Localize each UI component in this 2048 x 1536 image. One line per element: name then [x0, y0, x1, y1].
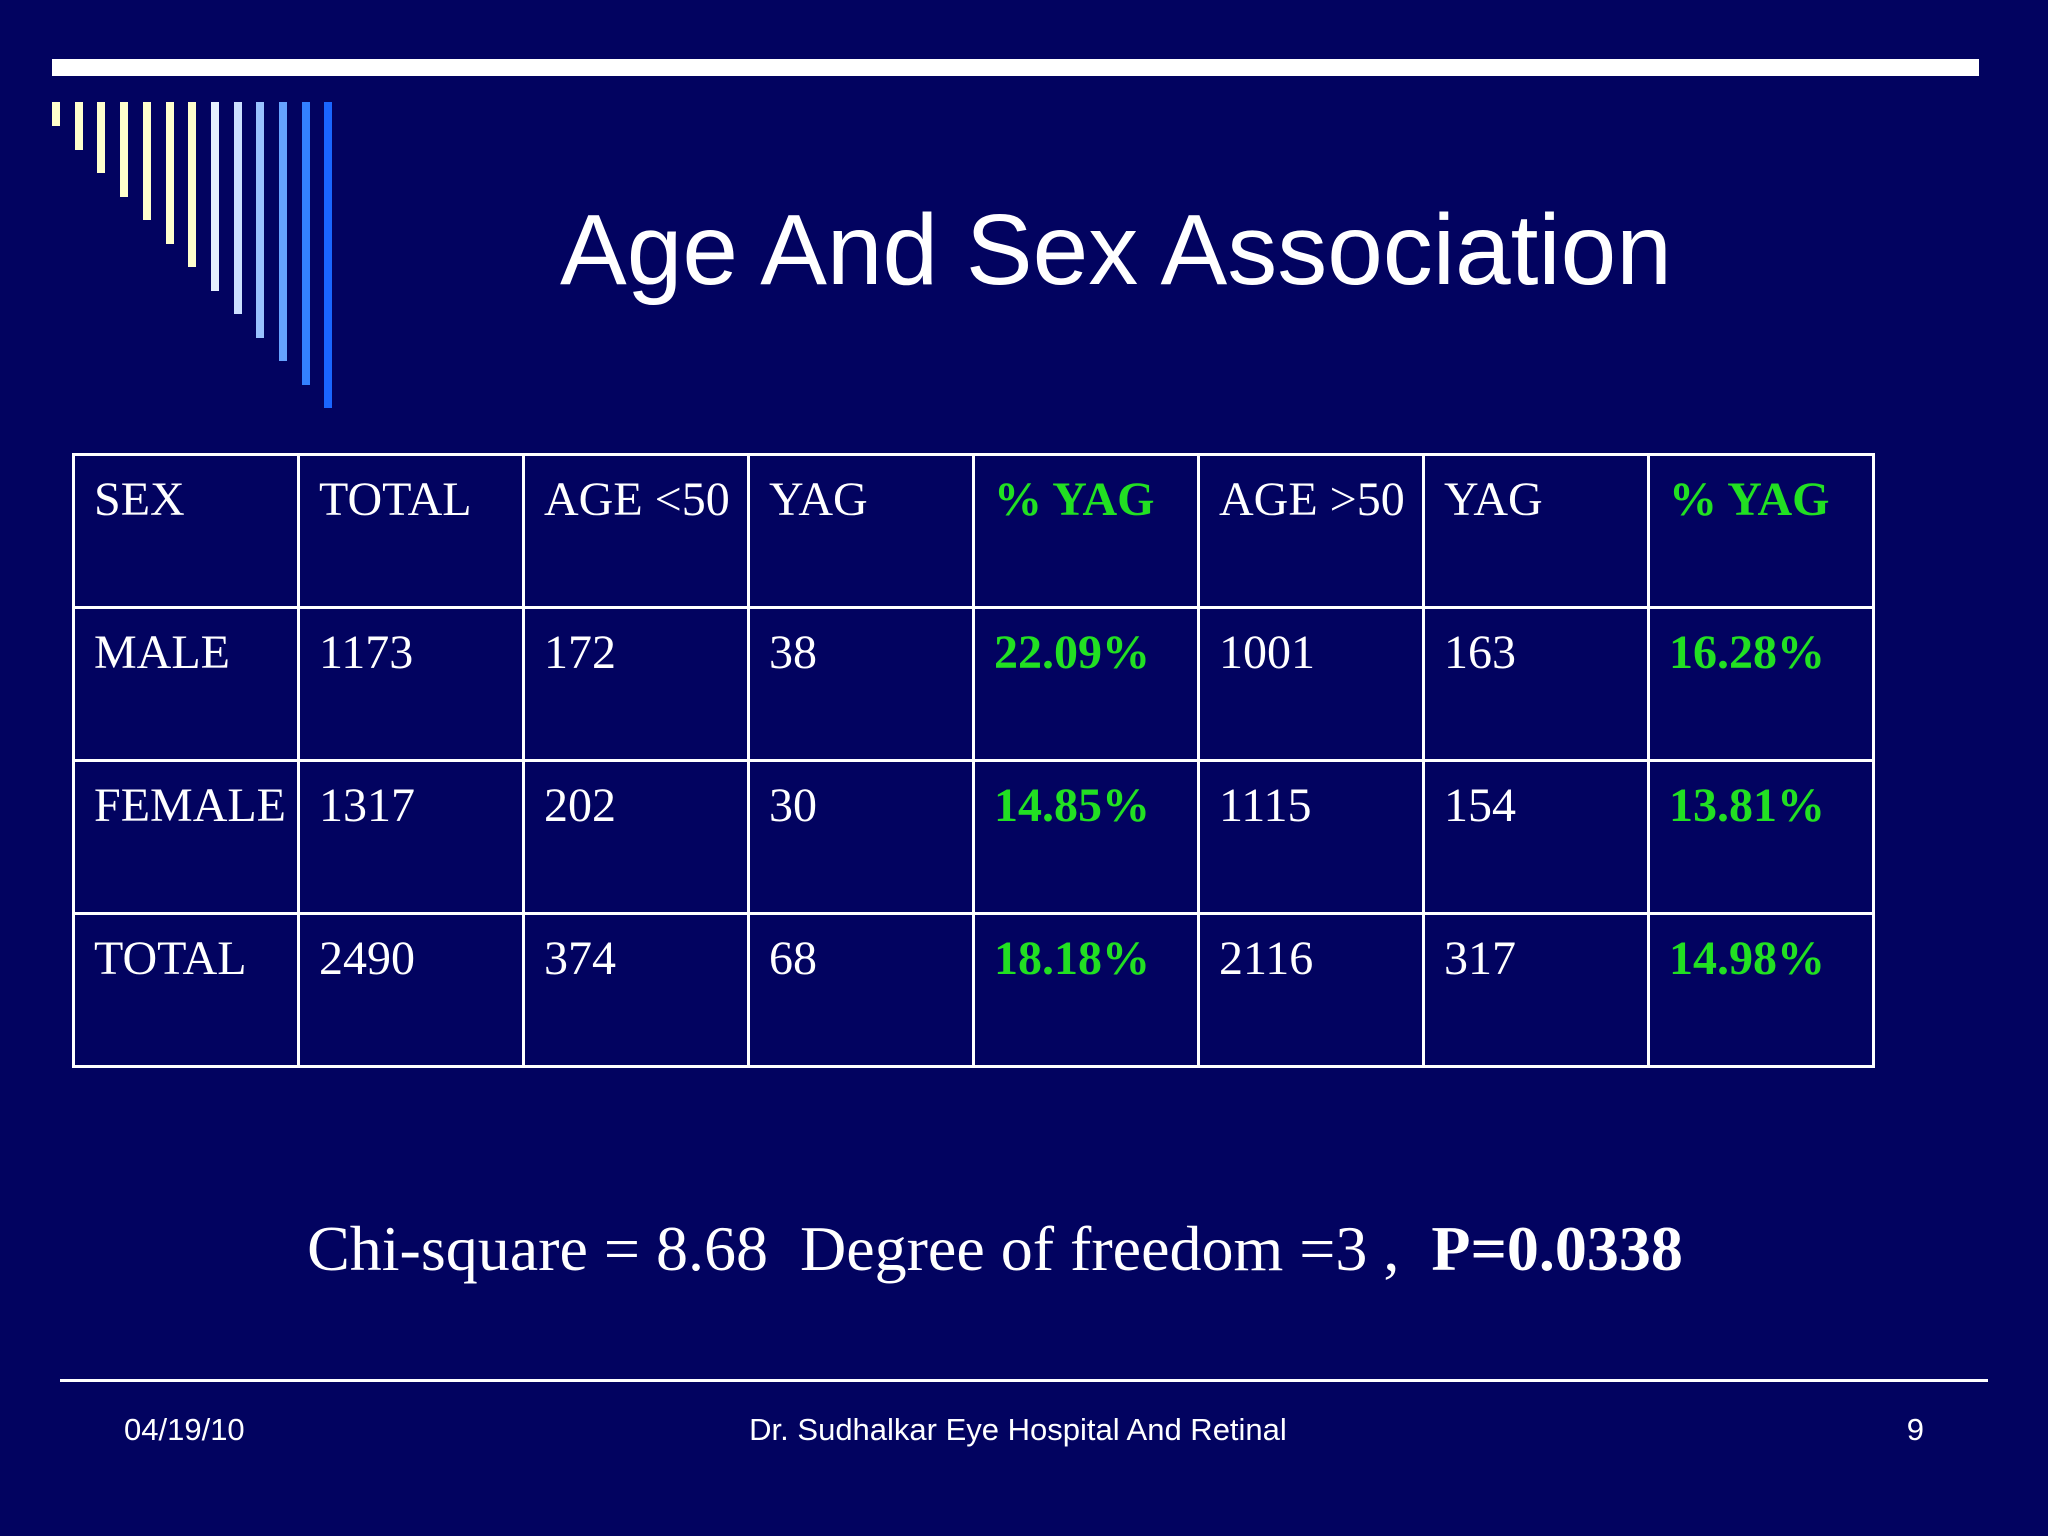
table-cell: 16.28% — [1647, 606, 1875, 762]
stripe — [210, 102, 219, 291]
table-cell: TOTAL — [72, 912, 300, 1068]
table-cell: AGE >50 — [1197, 453, 1425, 609]
table-cell: 68 — [747, 912, 975, 1068]
stripe — [74, 102, 83, 150]
table-cell: % YAG — [1647, 453, 1875, 609]
table-cell: YAG — [747, 453, 975, 609]
stripe — [52, 102, 60, 126]
stripe — [142, 102, 151, 220]
footer-date: 04/19/10 — [124, 1412, 245, 1447]
table-cell: 14.98% — [1647, 912, 1875, 1068]
data-table: SEX TOTAL AGE <50 YAG% YAG AGE >50 YAG% YAG MA… — [72, 453, 1875, 1068]
p-value: P=0.0338 — [1431, 1213, 1683, 1284]
footer-center: Dr. Sudhalkar Eye Hospital And Retinal — [749, 1412, 1287, 1447]
table-cell: 38 — [747, 606, 975, 762]
stripe — [120, 102, 129, 197]
table-cell: TOTAL — [297, 453, 525, 609]
table-cell: 163 — [1422, 606, 1650, 762]
table-cell: 374 — [522, 912, 750, 1068]
table-cell: 1317 — [297, 759, 525, 915]
table-cell: MALE — [72, 606, 300, 762]
table-cell: 154 — [1422, 759, 1650, 915]
table-cell: % YAG — [972, 453, 1200, 609]
table-cell: 1001 — [1197, 606, 1425, 762]
stripe — [301, 102, 310, 385]
title: Age And Sex Association — [560, 194, 1672, 306]
stripe — [233, 102, 242, 314]
stripe — [97, 102, 106, 173]
table-cell: YAG — [1422, 453, 1650, 609]
table-cell: 14.85% — [972, 759, 1200, 915]
bottom-line — [60, 1379, 1988, 1382]
statistics: Chi-square = 8.68 Degree of freedom =3 ,… — [0, 1212, 1990, 1286]
table-cell: 2116 — [1197, 912, 1425, 1068]
table-row: TOTAL 2490 374 68 18.18% 2116 317 14.98% — [72, 912, 1875, 1068]
table-row: MALE 1173 172 38 22.09% 1001 163 16.28% — [72, 606, 1875, 762]
stripe — [165, 102, 174, 244]
table-cell: SEX — [72, 453, 300, 609]
table-cell: 22.09% — [972, 606, 1200, 762]
table-cell: 1115 — [1197, 759, 1425, 915]
table-row: FEMALE 1317 202 30 14.85% 1115 154 13.81% — [72, 759, 1875, 915]
table-cell: AGE <50 — [522, 453, 750, 609]
table-cell: 30 — [747, 759, 975, 915]
header-row: SEX TOTAL AGE <50 YAG% YAG AGE >50 YAG% YAG — [72, 453, 1875, 609]
table-cell: 172 — [522, 606, 750, 762]
table-cell: 13.81% — [1647, 759, 1875, 915]
table-cell: 18.18% — [972, 912, 1200, 1068]
top-bar — [52, 59, 1979, 76]
stripe — [324, 102, 333, 408]
table-cell: 202 — [522, 759, 750, 915]
table-cell: 1173 — [297, 606, 525, 762]
stats-text: Chi-square = 8.68 Degree of freedom =3 , — [307, 1213, 1400, 1284]
stripe — [256, 102, 265, 338]
footer-page: 9 — [1906, 1412, 1924, 1447]
stripe — [279, 102, 287, 361]
table-cell: 2490 — [297, 912, 525, 1068]
stripe — [188, 102, 197, 267]
table-cell: FEMALE — [72, 759, 300, 915]
table-cell: 317 — [1422, 912, 1650, 1068]
